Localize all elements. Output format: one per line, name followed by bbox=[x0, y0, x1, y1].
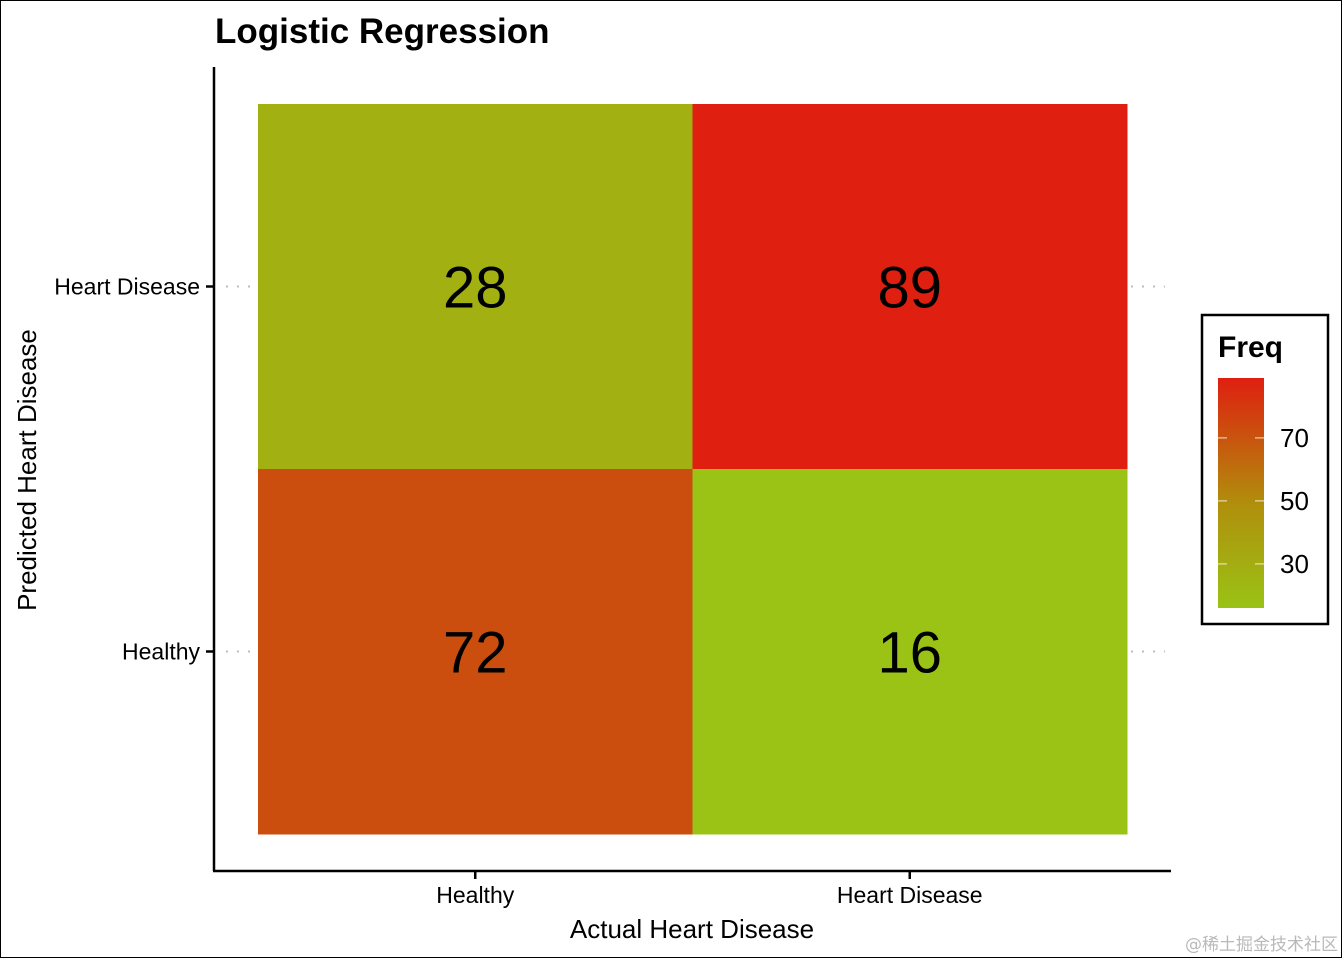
x-axis-ticks: Healthy Heart Disease bbox=[436, 871, 983, 908]
heatmap-cell bbox=[692, 469, 1128, 835]
x-tick-label: Healthy bbox=[436, 882, 514, 908]
y-axis-ticks: Healthy Heart Disease bbox=[54, 274, 1165, 665]
legend: Freq 30 50 70 bbox=[1200, 313, 1330, 626]
heatmap-cell bbox=[692, 104, 1128, 470]
legend-tick-label: 70 bbox=[1280, 423, 1309, 453]
x-tick-label: Heart Disease bbox=[837, 882, 983, 908]
legend-colorbar bbox=[1218, 378, 1264, 608]
y-tick-label: Heart Disease bbox=[54, 274, 200, 300]
heatmap-cell bbox=[258, 104, 693, 470]
x-axis-title: Actual Heart Disease bbox=[570, 914, 814, 944]
y-tick-label: Healthy bbox=[122, 639, 200, 665]
chart-title: Logistic Regression bbox=[215, 12, 550, 51]
cell-value-label: 72 bbox=[443, 621, 508, 686]
watermark: @稀土掘金技术社区 bbox=[1185, 935, 1338, 955]
legend-ticks: 30 50 70 bbox=[1218, 423, 1309, 579]
heatmap-cell bbox=[258, 469, 693, 835]
y-axis-title: Predicted Heart Disease bbox=[12, 329, 42, 611]
cell-value-label: 28 bbox=[443, 256, 508, 321]
legend-title: Freq bbox=[1218, 331, 1283, 364]
legend-tick-label: 50 bbox=[1280, 486, 1309, 516]
heatmap-cells: 28 89 72 16 bbox=[258, 104, 1128, 835]
cell-value-label: 89 bbox=[877, 256, 942, 321]
cell-value-label: 16 bbox=[877, 621, 942, 686]
legend-tick-label: 30 bbox=[1280, 549, 1309, 579]
